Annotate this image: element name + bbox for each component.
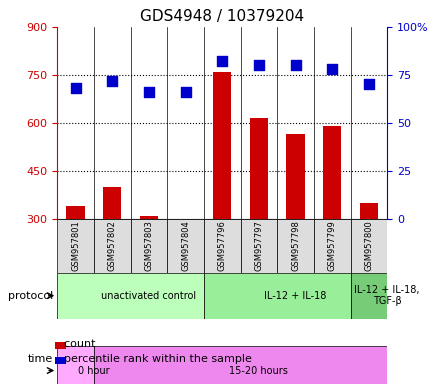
Bar (66, 206, 85, 219)
Bar (94, 219, 131, 273)
Bar (94, 346, 387, 384)
Text: GSM957802: GSM957802 (108, 220, 117, 271)
Point (365, 81, 372, 88)
Title: GDS4948 / 10379204: GDS4948 / 10379204 (140, 9, 304, 24)
Bar (57, 273, 204, 319)
Bar (351, 219, 387, 273)
Point (72, 85, 79, 91)
Point (219, 58, 226, 65)
Text: IL-12 + IL-18,
TGF-β: IL-12 + IL-18, TGF-β (355, 285, 420, 306)
Text: unactivated control: unactivated control (101, 291, 196, 301)
Point (292, 62, 299, 68)
Bar (103, 187, 121, 219)
Text: GSM957803: GSM957803 (144, 220, 154, 271)
Bar (204, 273, 351, 319)
Bar (360, 203, 378, 219)
Bar (351, 273, 387, 319)
Text: 15-20 hours: 15-20 hours (229, 366, 288, 376)
Bar (314, 219, 351, 273)
Bar (213, 72, 231, 219)
Text: GSM957800: GSM957800 (364, 220, 374, 271)
Bar (57, 219, 94, 273)
Bar (323, 126, 341, 219)
Text: 0 hour: 0 hour (78, 366, 110, 376)
Text: GSM957804: GSM957804 (181, 220, 190, 271)
Text: protocol: protocol (7, 291, 53, 301)
Bar (167, 219, 204, 273)
Bar (140, 216, 158, 219)
Bar (241, 219, 277, 273)
Point (255, 62, 262, 68)
Text: GSM957799: GSM957799 (328, 220, 337, 271)
Bar (286, 134, 305, 219)
Text: percentile rank within the sample: percentile rank within the sample (57, 354, 252, 364)
Text: GSM957797: GSM957797 (254, 220, 264, 271)
Point (145, 89, 152, 95)
Point (109, 78, 116, 84)
Text: GSM957801: GSM957801 (71, 220, 80, 271)
Point (329, 66, 336, 72)
Text: IL-12 + IL-18: IL-12 + IL-18 (264, 291, 327, 301)
Bar (57, 346, 94, 384)
Bar (131, 219, 167, 273)
Bar (277, 219, 314, 273)
Text: count: count (57, 339, 96, 349)
Text: GSM957798: GSM957798 (291, 220, 300, 271)
Text: GSM957796: GSM957796 (218, 220, 227, 271)
Text: time: time (28, 354, 53, 364)
Point (182, 89, 189, 95)
Bar (204, 219, 241, 273)
Bar (250, 118, 268, 219)
